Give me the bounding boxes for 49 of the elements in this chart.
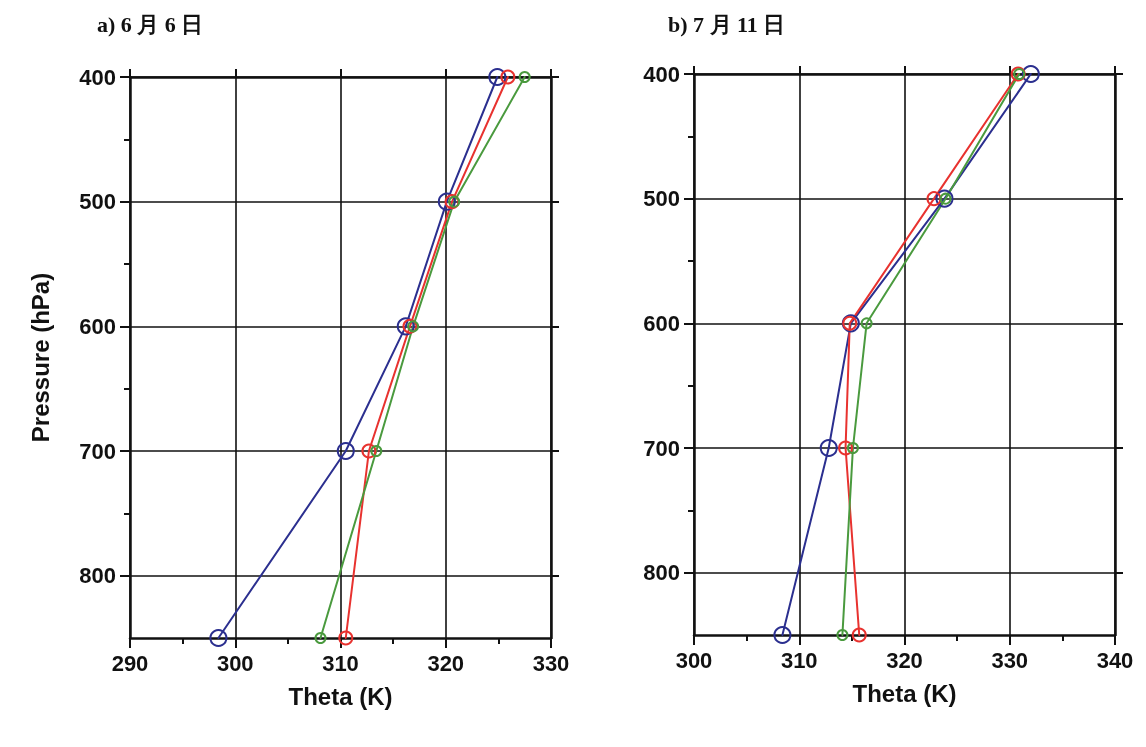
point (836, 629, 849, 641)
x-tick-label: 300 (216, 650, 254, 676)
y-axis-title: Pressure (hPa) (26, 272, 54, 443)
point (361, 443, 377, 459)
y-tick-label: 800 (643, 560, 680, 586)
point (370, 445, 383, 457)
x-tick-label: 310 (322, 650, 359, 676)
chart-title: a) 6 月 6 日 (97, 11, 204, 37)
point (402, 318, 418, 334)
x-axis-title: Theta (K) (852, 679, 957, 707)
point (437, 192, 456, 211)
y-tick-label: 600 (79, 313, 116, 339)
x-axis-title: Theta (K) (288, 682, 393, 710)
y-tick-label: 500 (643, 186, 680, 212)
point (488, 68, 507, 86)
point (336, 442, 355, 460)
point (448, 195, 461, 208)
point (851, 627, 867, 643)
x-tick-label: 300 (675, 647, 713, 673)
point (518, 71, 531, 83)
y-tick-label: 400 (79, 64, 116, 90)
point (926, 191, 942, 207)
x-tick-label: 330 (991, 647, 1029, 673)
point (500, 69, 516, 85)
point (935, 189, 954, 208)
y-tick-label: 400 (643, 61, 680, 87)
point (1021, 65, 1040, 83)
x-tick-label: 340 (1096, 647, 1134, 673)
y-tick-label: 600 (643, 310, 680, 336)
x-tick-label: 290 (111, 650, 149, 676)
y-tick-label: 500 (79, 189, 116, 215)
point (819, 439, 838, 457)
point (860, 317, 873, 330)
point (407, 320, 420, 333)
y-tick-label: 700 (79, 438, 116, 464)
x-tick-label: 310 (780, 647, 818, 673)
y-tick-label: 700 (643, 435, 680, 461)
chart-title: b) 7 月 11 日 (668, 11, 786, 37)
point (314, 632, 327, 644)
point (444, 194, 460, 210)
x-tick-label: 320 (886, 647, 923, 673)
point (209, 629, 228, 647)
x-tick-label: 330 (532, 650, 570, 676)
point (396, 317, 415, 336)
y-tick-label: 800 (79, 563, 116, 589)
point (838, 440, 854, 456)
x-tick-label: 320 (427, 650, 465, 676)
point (846, 442, 859, 454)
point (773, 626, 792, 644)
